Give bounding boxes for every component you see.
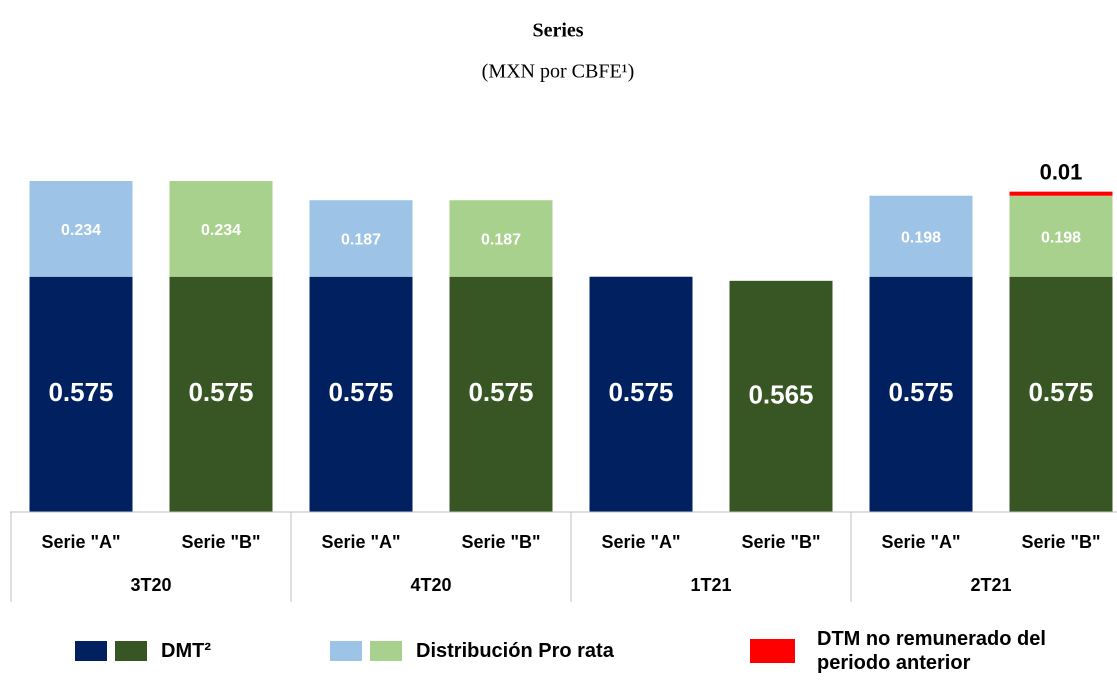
legend-item: Distribución Pro rata (330, 626, 614, 676)
legend-swatch (750, 639, 795, 663)
legend-swatch (115, 641, 147, 661)
bar-segment (29, 181, 133, 277)
legend-label: DTM no remunerado del periodo anterior (817, 628, 1046, 674)
bar-segment (29, 276, 133, 512)
bar-segment (449, 276, 553, 512)
data-label: 0.575 (608, 377, 673, 407)
data-label: 0.575 (328, 377, 393, 407)
group-label: 3T20 (130, 575, 171, 595)
legend-item: DMT² (75, 626, 211, 676)
x-tick-label: Serie "B" (741, 532, 820, 552)
data-label: 0.565 (748, 379, 813, 409)
chart-subtitle: (MXN por CBFE¹) (482, 61, 635, 83)
legend-swatch (370, 641, 402, 661)
data-label: 0.575 (468, 377, 533, 407)
group-label: 4T20 (410, 575, 451, 595)
bar-segment (729, 280, 833, 512)
legend-item: DTM no remunerado del periodo anterior (750, 626, 1107, 676)
bar-segment (1009, 195, 1113, 277)
bar-segment (869, 195, 973, 277)
legend-swatch (330, 641, 362, 661)
x-tick-label: Serie "A" (321, 532, 400, 552)
data-label: 0.575 (48, 377, 113, 407)
data-label: 0.234 (61, 222, 101, 239)
data-label: 0.187 (341, 232, 381, 249)
x-tick-label: Serie "A" (881, 532, 960, 552)
x-tick-label: Serie "A" (41, 532, 120, 552)
data-label: 0.198 (901, 229, 941, 246)
data-label: 0.187 (481, 232, 521, 249)
x-tick-label: Serie "B" (461, 532, 540, 552)
x-tick-label: Serie "B" (181, 532, 260, 552)
bar-segment (449, 200, 553, 277)
legend-swatch (75, 641, 107, 661)
bar-segment (169, 181, 273, 277)
group-label: 1T21 (690, 575, 731, 595)
chart-title: Series (532, 20, 583, 42)
data-label: 0.01 (1040, 159, 1083, 184)
bar-segment (589, 276, 693, 512)
data-label: 0.234 (201, 222, 241, 239)
data-label: 0.198 (1041, 229, 1081, 246)
x-tick-label: Serie "A" (601, 532, 680, 552)
data-label: 0.575 (1028, 377, 1093, 407)
legend-label: DMT² (161, 640, 211, 662)
bar-segment (309, 200, 413, 277)
x-tick-label: Serie "B" (1021, 532, 1100, 552)
bar-segment (869, 276, 973, 512)
bar-segment (309, 276, 413, 512)
data-label: 0.575 (188, 377, 253, 407)
group-label: 2T21 (970, 575, 1011, 595)
data-label: 0.575 (888, 377, 953, 407)
bar-segment (169, 276, 273, 512)
bar-segment (1009, 191, 1113, 196)
legend-label: Distribución Pro rata (416, 640, 614, 662)
bar-segment (1009, 276, 1113, 512)
